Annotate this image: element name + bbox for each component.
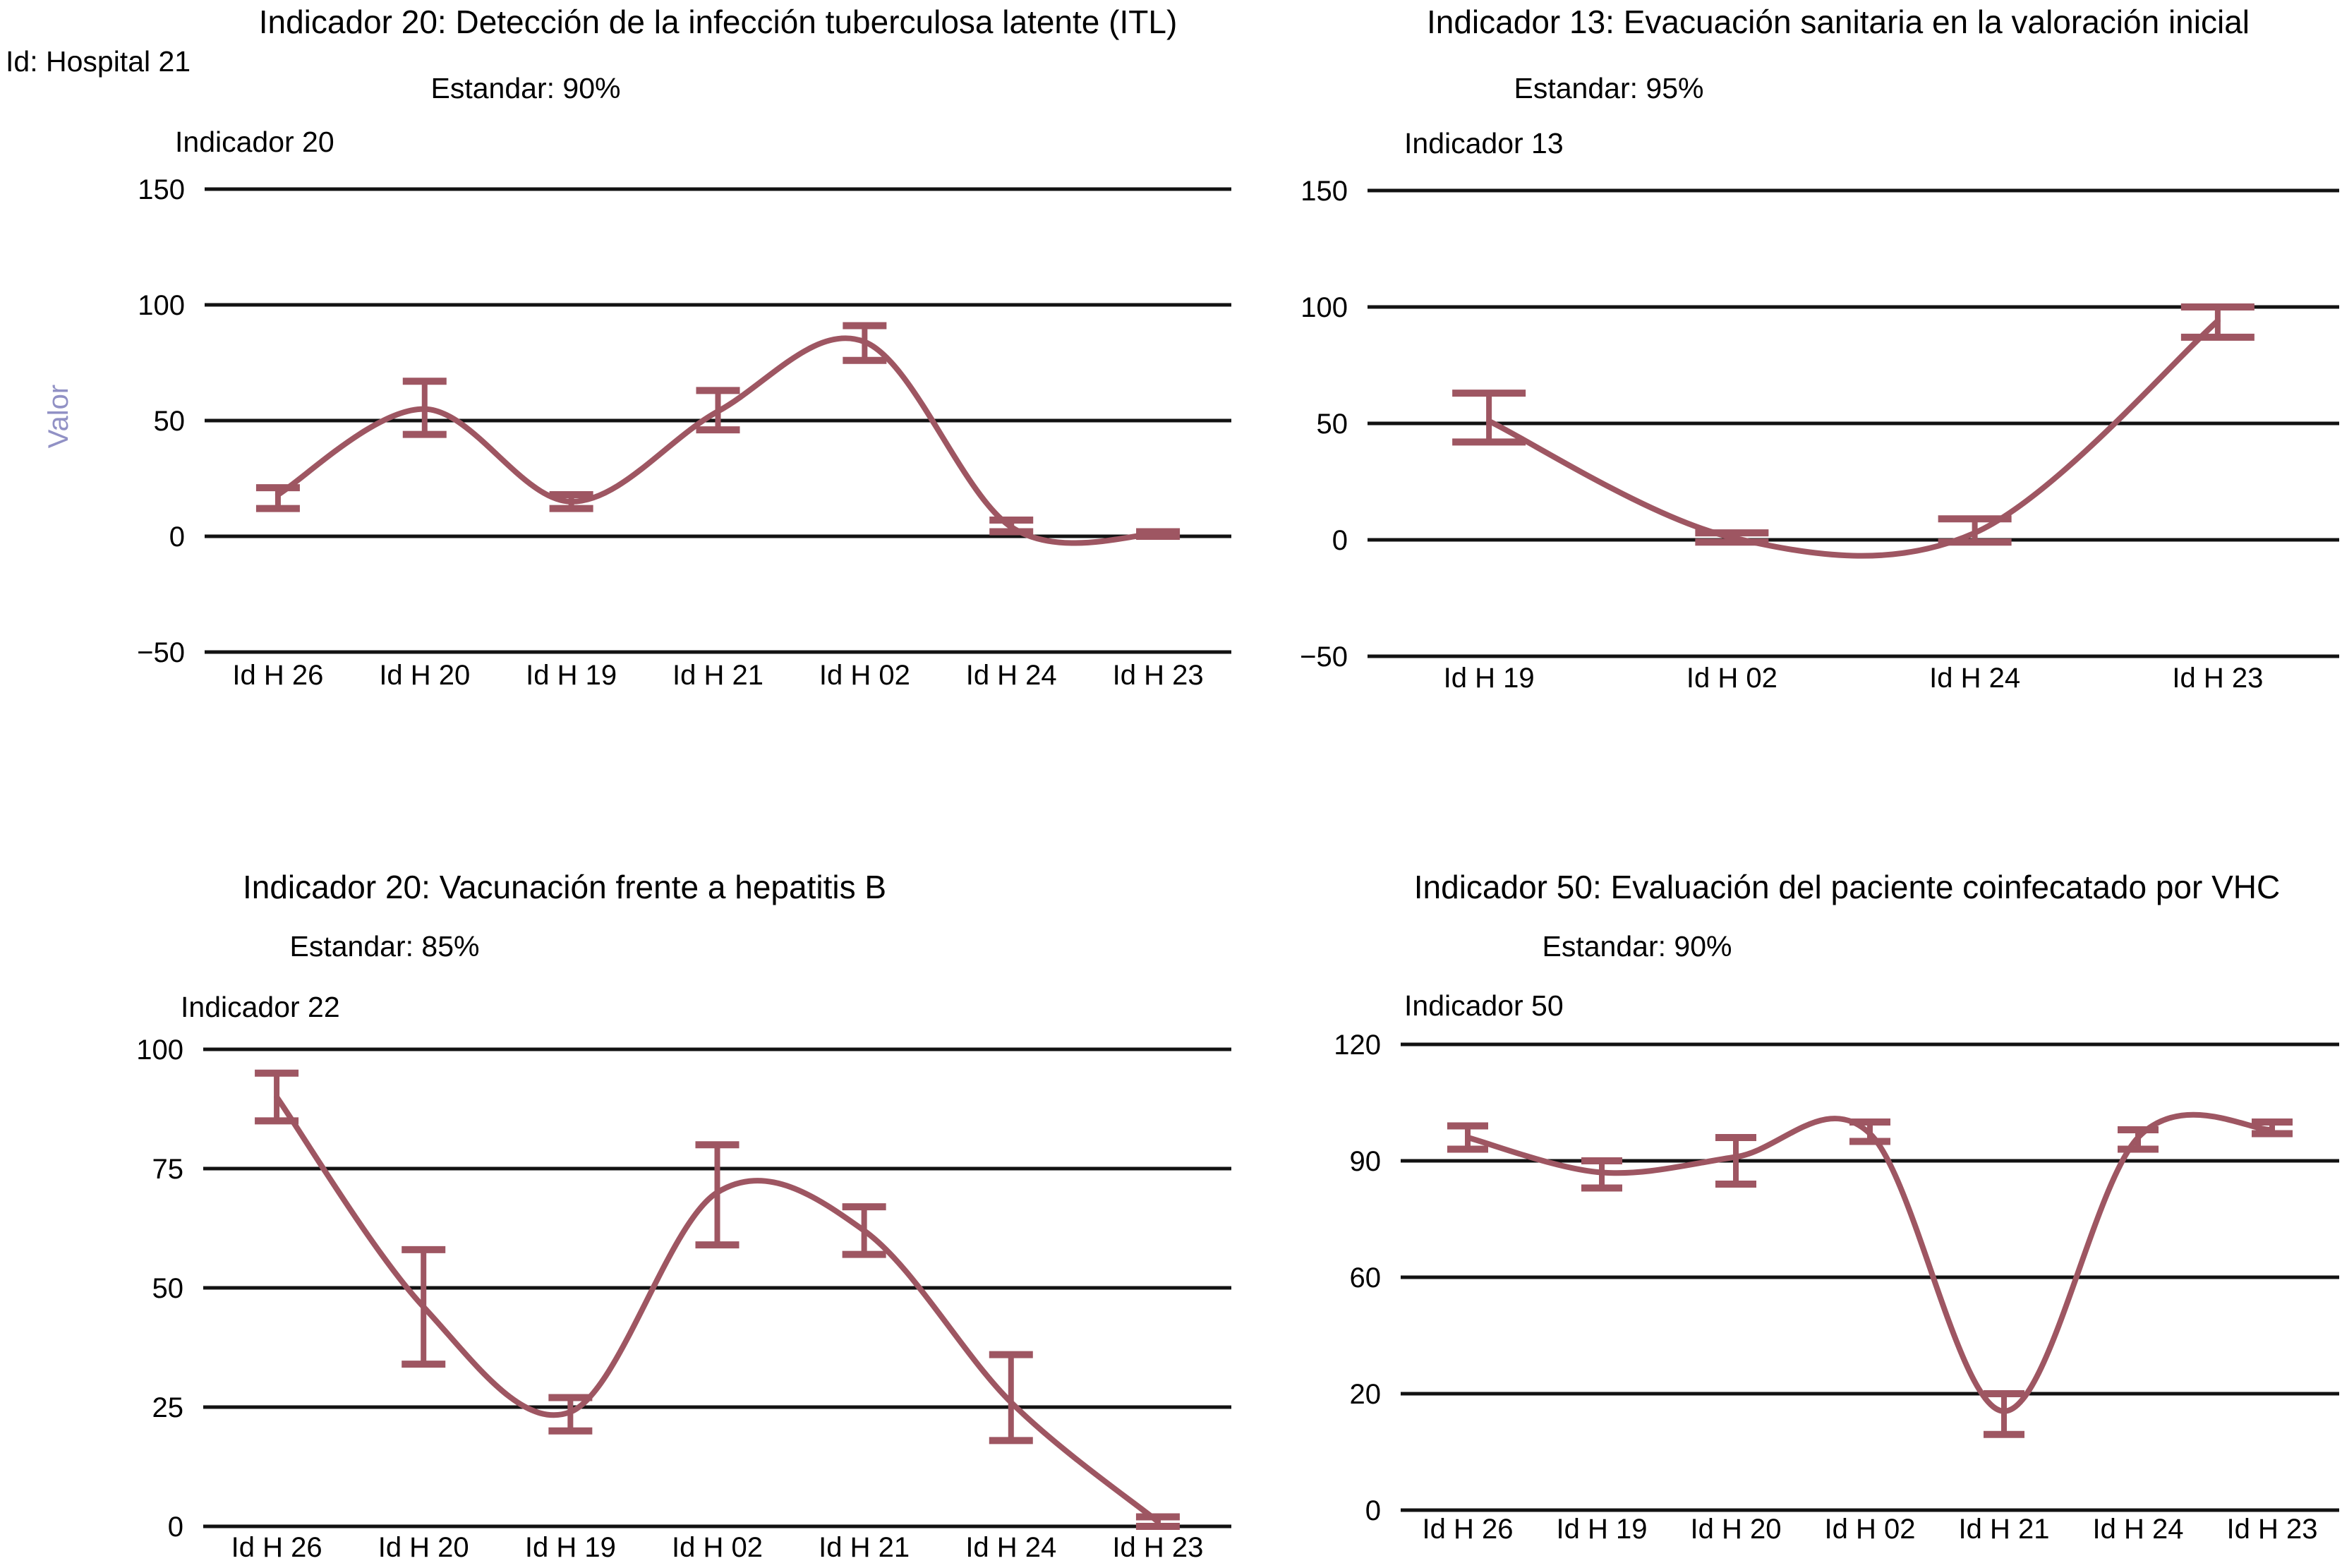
x-tick-label: Id H 20 <box>1691 1514 1782 1545</box>
chart-panel-evacuacion: Indicador 13: Evacuación sanitaria en la… <box>1270 0 2342 776</box>
x-tick-label: Id H 20 <box>379 660 470 691</box>
data-curve <box>1465 1111 2275 1414</box>
y-tick-label: 25 <box>152 1392 184 1423</box>
y-tick-label: 0 <box>1332 525 1348 556</box>
error-bar <box>1984 1390 2024 1438</box>
y-tick-label: 50 <box>154 406 186 437</box>
chart-title: Indicador 20: Detección de la infección … <box>258 4 1178 40</box>
chart-subtitle: Estandar: 90% <box>430 72 621 104</box>
y-tick-label: 100 <box>138 290 185 321</box>
x-tick-label: Id H 02 <box>819 660 910 691</box>
x-tick-label: Id H 23 <box>1112 1532 1203 1563</box>
error-bar <box>255 484 300 512</box>
x-tick-label: Id H 26 <box>1423 1514 1514 1545</box>
x-tick-label: Id H 21 <box>1959 1514 2050 1545</box>
chart-title: Indicador 20: Vacunación frente a hepati… <box>242 869 887 905</box>
y-tick-label: 0 <box>1365 1495 1381 1526</box>
x-tick-label: Id H 19 <box>1557 1514 1648 1545</box>
x-tick-label: Id H 19 <box>526 660 617 691</box>
y-tick-label: 75 <box>152 1154 184 1185</box>
data-curve <box>1486 318 2221 559</box>
x-tick-label: Id H 19 <box>525 1532 616 1563</box>
y-tick-label: −50 <box>137 637 185 668</box>
x-tick-label: Id H 19 <box>1444 663 1535 694</box>
x-tick-label: Id H 21 <box>819 1532 910 1563</box>
x-tick-label: Id H 23 <box>1113 660 1204 691</box>
x-tick-label: Id H 24 <box>2093 1514 2184 1545</box>
x-tick-label: Id H 26 <box>231 1532 322 1563</box>
y-tick-label: 90 <box>1350 1146 1382 1177</box>
x-tick-label: Id H 23 <box>2227 1514 2318 1545</box>
chart-panel-hepatitis-b: Indicador 20: Vacunación frente a hepati… <box>0 792 1270 1568</box>
y-tick-label: 20 <box>1350 1379 1382 1410</box>
hospital-id-label: Id: Hospital 21 <box>6 45 191 78</box>
y-tick-label: −50 <box>1300 641 1348 673</box>
error-bar <box>989 1351 1033 1445</box>
plot-area-evacuacion: 150 100 50 0 −50 Id H 19 Id H 02 Id H 24 Id H 23 <box>1300 176 2339 694</box>
chart-panel-itl: Indicador 20: Detección de la infección … <box>0 0 1270 776</box>
plot-area-vhc: 120 90 60 20 0 Id H 26 Id H 19 Id H 20 Id H 02 Id… <box>1334 1030 2339 1545</box>
y-tick-label: 0 <box>169 521 185 553</box>
error-bar <box>1715 1134 1756 1188</box>
x-tick-label: Id H 02 <box>1825 1514 1916 1545</box>
x-tick-label: Id H 23 <box>2172 663 2263 694</box>
y-tick-label: 150 <box>1300 176 1348 207</box>
plot-area-itl: 150 100 50 0 −50 Id H 26 Id H 20 Id H 19 Id H 21… <box>137 174 1231 691</box>
chart-subtitle: Estandar: 90% <box>1542 930 1732 963</box>
chart-title: Indicador 50: Evaluación del paciente co… <box>1413 869 2281 905</box>
y-tick-label: 150 <box>138 174 185 205</box>
x-tick-label: Id H 21 <box>672 660 763 691</box>
chart-axis-title: Indicador 22 <box>181 991 340 1023</box>
data-curve <box>274 1094 1161 1525</box>
chart-axis-title: Indicador 50 <box>1404 989 1564 1022</box>
chart-subtitle: Estandar: 85% <box>289 930 480 963</box>
chart-subtitle: Estandar: 95% <box>1514 72 1704 104</box>
data-curve <box>274 335 1161 546</box>
x-tick-label: Id H 24 <box>1929 663 2020 694</box>
y-tick-label: 60 <box>1350 1262 1382 1293</box>
x-tick-label: Id H 02 <box>672 1532 763 1563</box>
y-tick-label: 100 <box>136 1035 183 1066</box>
chart-panel-vhc: Indicador 50: Evaluación del paciente co… <box>1270 792 2342 1568</box>
y-tick-label: 100 <box>1300 292 1348 323</box>
x-tick-label: Id H 24 <box>965 1532 1056 1563</box>
y-tick-label: 50 <box>1317 409 1348 440</box>
x-tick-label: Id H 20 <box>378 1532 469 1563</box>
error-bar <box>1452 390 1526 446</box>
x-tick-label: Id H 02 <box>1686 663 1777 694</box>
x-tick-label: Id H 26 <box>232 660 323 691</box>
x-tick-label: Id H 24 <box>966 660 1057 691</box>
chart-axis-title: Indicador 20 <box>175 126 334 158</box>
y-tick-label: 50 <box>152 1273 184 1304</box>
chart-axis-title: Indicador 13 <box>1404 127 1564 159</box>
plot-area-hepatitis-b: 100 75 50 25 0 Id H 26 Id H 20 Id H 19 Id H 02 Id… <box>136 1035 1231 1563</box>
chart-title: Indicador 13: Evacuación sanitaria en la… <box>1426 4 2250 40</box>
y-tick-label: 0 <box>168 1512 183 1543</box>
y-tick-label: 120 <box>1334 1030 1381 1061</box>
